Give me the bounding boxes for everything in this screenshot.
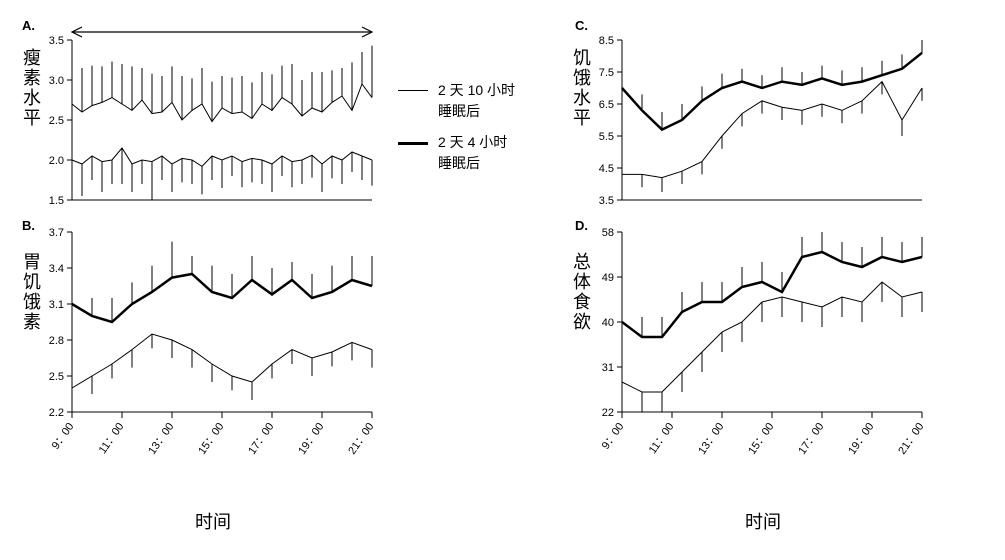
svg-text:7.5: 7.5 bbox=[599, 67, 614, 79]
svg-text:49: 49 bbox=[602, 272, 614, 284]
svg-text:9：00: 9：00 bbox=[600, 421, 627, 452]
svg-text:2.5: 2.5 bbox=[49, 115, 64, 127]
svg-text:5.5: 5.5 bbox=[599, 131, 614, 143]
svg-text:11：00: 11：00 bbox=[647, 421, 677, 456]
svg-text:31: 31 bbox=[602, 362, 614, 374]
svg-text:9：00: 9：00 bbox=[50, 421, 77, 452]
panel-d-chart: 22 31 40 49 58 9：00 11：00 13：00 15：00 17：00 19：00 2… bbox=[572, 222, 942, 492]
svg-text:2.2: 2.2 bbox=[49, 407, 64, 419]
svg-text:3.0: 3.0 bbox=[49, 75, 64, 87]
svg-text:21：00: 21：00 bbox=[896, 421, 926, 457]
svg-text:3.7: 3.7 bbox=[49, 227, 64, 239]
svg-text:13：00: 13：00 bbox=[696, 421, 726, 457]
legend-item-0: 2 天 10 小时 睡眠后 bbox=[398, 80, 558, 122]
svg-text:3.1: 3.1 bbox=[49, 299, 64, 311]
figure-root: { "canvas": { "width": 1005, "height": 5… bbox=[0, 0, 1005, 560]
svg-text:40: 40 bbox=[602, 317, 614, 329]
svg-text:1.5: 1.5 bbox=[49, 195, 64, 207]
svg-text:3.5: 3.5 bbox=[599, 195, 614, 207]
svg-text:13：00: 13：00 bbox=[146, 421, 176, 457]
xaxis-label-right: 时间 bbox=[745, 508, 781, 534]
svg-text:15：00: 15：00 bbox=[196, 421, 226, 457]
svg-text:17：00: 17：00 bbox=[796, 421, 826, 457]
legend-line-thick bbox=[398, 142, 428, 145]
legend-line-thin bbox=[398, 90, 428, 91]
legend: 2 天 10 小时 睡眠后 2 天 4 小时 睡眠后 bbox=[398, 80, 558, 184]
svg-text:2.8: 2.8 bbox=[49, 335, 64, 347]
svg-text:3.5: 3.5 bbox=[49, 35, 64, 47]
svg-text:21：00: 21：00 bbox=[346, 421, 376, 457]
svg-text:2.5: 2.5 bbox=[49, 371, 64, 383]
svg-text:58: 58 bbox=[602, 227, 614, 239]
svg-text:2.0: 2.0 bbox=[49, 155, 64, 167]
legend-text-1: 2 天 4 小时 睡眠后 bbox=[438, 132, 507, 174]
svg-text:19：00: 19：00 bbox=[846, 421, 876, 457]
svg-text:15：00: 15：00 bbox=[746, 421, 776, 457]
svg-text:6.5: 6.5 bbox=[599, 99, 614, 111]
xaxis-label-left: 时间 bbox=[195, 508, 231, 534]
svg-text:8.5: 8.5 bbox=[599, 35, 614, 47]
svg-text:4.5: 4.5 bbox=[599, 163, 614, 175]
svg-text:11：00: 11：00 bbox=[97, 421, 127, 456]
legend-text-0: 2 天 10 小时 睡眠后 bbox=[438, 80, 515, 122]
svg-text:22: 22 bbox=[602, 407, 614, 419]
panel-b-chart: 2.2 2.5 2.8 3.1 3.4 3.7 9：00 11：00 13：00 15：00 17：… bbox=[22, 222, 392, 492]
legend-item-1: 2 天 4 小时 睡眠后 bbox=[398, 132, 558, 174]
svg-text:3.4: 3.4 bbox=[49, 263, 64, 275]
svg-text:17：00: 17：00 bbox=[246, 421, 276, 457]
svg-text:19：00: 19：00 bbox=[296, 421, 326, 457]
